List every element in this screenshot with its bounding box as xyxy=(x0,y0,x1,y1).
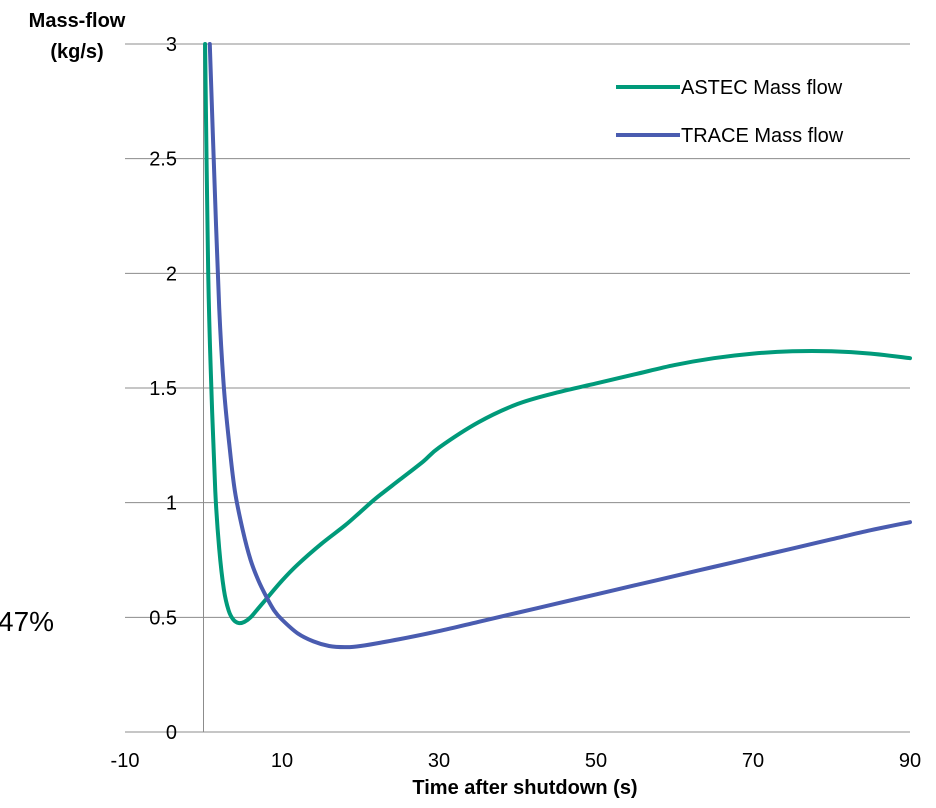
x-tick-label: 50 xyxy=(585,750,607,772)
x-axis-title: Time after shutdown (s) xyxy=(412,777,637,799)
y-axis-title-line1: Mass-flow xyxy=(29,10,126,32)
axes xyxy=(125,44,910,733)
x-tick-labels: -10 10 30 50 70 90 xyxy=(111,750,922,772)
series-line-astec xyxy=(203,42,912,626)
y-axis-title-line2: (kg/s) xyxy=(50,41,103,63)
series-line-trace xyxy=(207,42,912,650)
legend-label-trace: TRACE Mass flow xyxy=(681,125,844,147)
stray-percent-label: 47% xyxy=(0,606,54,637)
x-tick-label: 10 xyxy=(271,750,293,772)
y-tick-labels: 0 0.5 1 1.5 2 2.5 3 xyxy=(149,34,177,744)
y-tick-label: 2 xyxy=(166,263,177,285)
y-tick-label: 2.5 xyxy=(149,149,177,171)
legend: ASTEC Mass flow TRACE Mass flow xyxy=(616,77,844,147)
x-tick-label: -10 xyxy=(111,750,140,772)
x-tick-label: 90 xyxy=(899,750,921,772)
y-tick-label: 1 xyxy=(166,493,177,515)
grid-lines xyxy=(125,43,910,618)
x-tick-label: 70 xyxy=(742,750,764,772)
y-tick-label: 0 xyxy=(166,722,177,744)
y-tick-label: 0.5 xyxy=(149,607,177,629)
series-lines xyxy=(203,42,912,650)
x-tick-label: 30 xyxy=(428,750,450,772)
y-tick-label: 1.5 xyxy=(149,378,177,400)
y-tick-label: 3 xyxy=(166,34,177,56)
legend-label-astec: ASTEC Mass flow xyxy=(681,77,843,99)
